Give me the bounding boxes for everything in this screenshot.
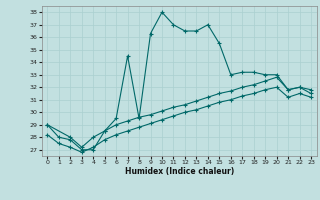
X-axis label: Humidex (Indice chaleur): Humidex (Indice chaleur) [124, 167, 234, 176]
